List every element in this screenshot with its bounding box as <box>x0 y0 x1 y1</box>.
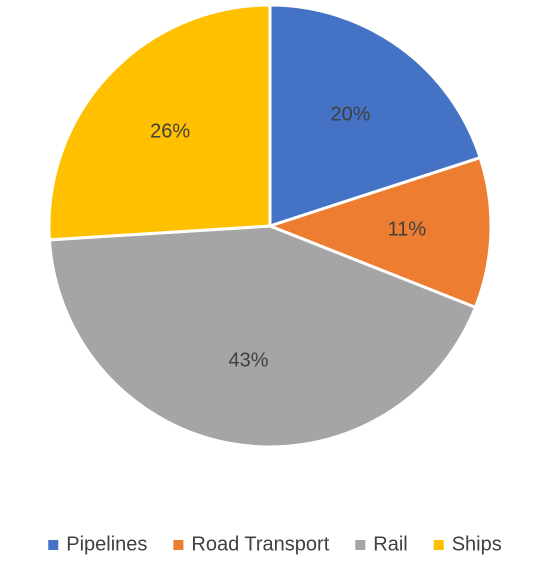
pie-slice-road-transport <box>268 156 493 309</box>
legend-label: Rail <box>373 533 407 555</box>
legend-label: Pipelines <box>66 533 147 555</box>
legend-item-road-transport: Road Transport <box>173 533 330 555</box>
legend-item-ships: Ships <box>433 533 502 555</box>
legend-label: Ships <box>452 533 502 555</box>
legend-item-rail: Rail <box>355 533 408 555</box>
legend-swatch <box>48 540 59 550</box>
data-label-ships: 26% <box>150 120 190 142</box>
legend: Pipelines Road Transport Rail Ships <box>48 533 502 555</box>
legend-item-pipelines: Pipelines <box>48 533 147 555</box>
pie-slice-pipelines <box>268 3 482 228</box>
pie-data-labels: 20% 11% 43% 26% <box>150 103 426 371</box>
legend-swatch <box>173 540 184 550</box>
data-label-pipelines: 20% <box>331 103 371 125</box>
legend-label: Road Transport <box>191 533 329 555</box>
legend-swatch <box>433 540 444 550</box>
data-label-road-transport: 11% <box>388 219 427 241</box>
pie-slice-ships <box>47 3 272 242</box>
legend-swatch <box>355 540 366 550</box>
pie-slices <box>47 3 493 449</box>
pie-slice-rail <box>47 224 477 449</box>
data-label-rail: 43% <box>229 350 269 372</box>
